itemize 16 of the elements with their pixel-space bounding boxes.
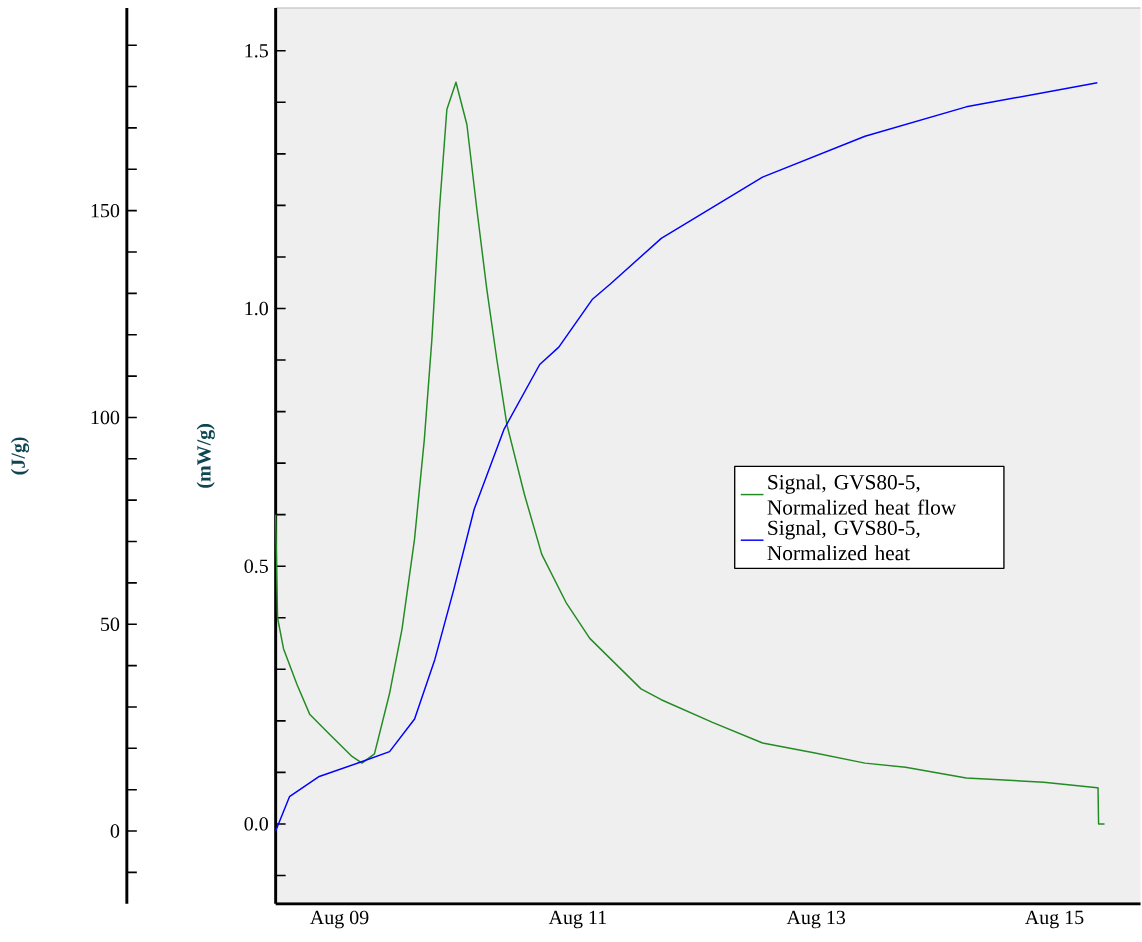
y-axis-title: (mW/g) [196, 424, 215, 488]
y2-tick-label: 100 [91, 410, 120, 425]
y-tick-label: 1.5 [245, 44, 268, 58]
y-tick-label: 1.0 [245, 301, 268, 316]
y-tick-label: 0.0 [244, 817, 268, 831]
y2-tick-label: 0 [110, 824, 120, 838]
y2-tick-label: 150 [91, 204, 120, 218]
y2-axis-title: (J/g) [10, 437, 30, 475]
x-tick-label: Aug 11 [548, 910, 606, 929]
legend-label: Signal, GVS80-5, Normalized heat [767, 520, 920, 561]
x-tick-label: Aug 13 [786, 910, 846, 929]
y-tick-label: 0.5 [244, 559, 268, 574]
x-tick-label: Aug 09 [310, 910, 369, 929]
x-tick-label: Aug 15 [1024, 910, 1084, 929]
legend-label: Signal, GVS80-5, Normalized heat flow [767, 474, 957, 515]
y2-tick-label: 50 [101, 617, 120, 632]
